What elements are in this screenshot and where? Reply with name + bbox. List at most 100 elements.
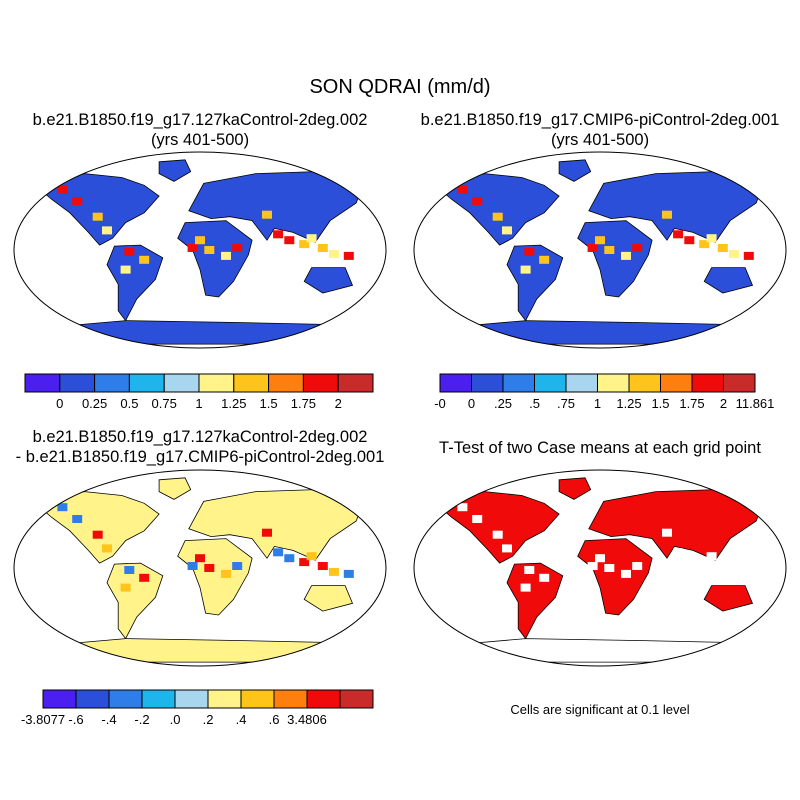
grid-cell-north-america	[72, 197, 83, 205]
colorbar-b: -0 0 .25 .5 .75 1 1.25 1.5 1.75 2 11.861	[434, 373, 774, 411]
landmass-south-america	[506, 562, 564, 640]
colorbar-swatch	[534, 373, 567, 393]
colorbar-tick-label: 0.5	[120, 396, 138, 411]
landmass-south-america	[106, 562, 164, 640]
landmass-south-america	[506, 244, 564, 322]
grid-cell-africa	[195, 236, 205, 245]
grid-cell-africa	[221, 251, 231, 260]
colorbar-swatch	[723, 373, 756, 393]
colorbar-tick-label: 1.5	[260, 396, 278, 411]
colorbar-swatch	[42, 689, 77, 709]
colorbar-tick-label: -3.8077	[21, 712, 65, 727]
map-panel-b	[413, 151, 787, 349]
grid-cell-eurasia	[673, 548, 684, 557]
grid-cell-africa	[232, 244, 243, 252]
grid-cell-eurasia	[306, 234, 317, 243]
grid-cell-south-america	[124, 248, 135, 256]
grid-cell-eurasia	[284, 554, 295, 563]
colorbar-swatch	[163, 373, 200, 393]
colorbar-swatch	[439, 373, 472, 393]
grid-cell-eurasia	[328, 249, 339, 258]
map-panel-c	[13, 469, 387, 667]
landmass-north-america	[39, 491, 160, 564]
landmass-north-america	[439, 491, 560, 564]
colorbar-swatch	[302, 373, 339, 393]
grid-cell-africa	[187, 244, 198, 252]
grid-cell-africa	[232, 562, 243, 570]
grid-cell-north-america	[457, 503, 468, 512]
grid-cell-africa	[595, 236, 605, 245]
grid-cell-africa	[195, 554, 205, 563]
grid-cell-south-america	[520, 583, 531, 592]
grid-cell-africa	[595, 554, 605, 563]
panel-a-title: b.e21.B1850.f19_g17.127kaControl-2deg.00…	[0, 110, 400, 150]
colorbar-tick-label: 1	[195, 396, 202, 411]
panel-b-title: b.e21.B1850.f19_g17.CMIP6-piControl-2deg…	[400, 110, 800, 150]
map-panel-d	[413, 469, 787, 667]
grid-cell-eurasia	[343, 251, 354, 260]
colorbar-tick-label: -.6	[68, 712, 83, 727]
colorbar-swatch	[691, 373, 724, 393]
grid-cell-eurasia	[684, 554, 695, 563]
grid-cell-north-america	[472, 515, 483, 523]
landmass-greenland	[558, 159, 592, 182]
grid-cell-eurasia	[684, 236, 695, 245]
grid-cell-north-america	[472, 197, 483, 205]
grid-cell-eurasia	[706, 552, 717, 561]
grid-cell-africa	[621, 569, 631, 578]
grid-cell-south-america	[139, 573, 150, 582]
grid-cell-north-america	[502, 544, 512, 553]
grid-cell-eurasia	[299, 558, 310, 567]
panel-c-title: b.e21.B1850.f19_g17.127kaControl-2deg.00…	[0, 427, 400, 467]
panel-c-title-line1: b.e21.B1850.f19_g17.127kaControl-2deg.00…	[32, 428, 368, 446]
grid-cell-eurasia	[699, 558, 710, 567]
colorbar-swatch	[233, 373, 270, 393]
colorbar-swatch	[141, 689, 176, 709]
colorbar-swatch	[273, 689, 308, 709]
grid-cell-south-america	[524, 566, 535, 574]
panel-b-title-line1: b.e21.B1850.f19_g17.CMIP6-piControl-2deg…	[420, 111, 780, 129]
grid-cell-africa	[621, 251, 631, 260]
colorbar-tick-label: 2	[720, 396, 727, 411]
landmass-north-america	[439, 173, 560, 246]
colorbar-tick-label: 3.4806	[287, 712, 327, 727]
colorbar-swatch	[207, 689, 242, 709]
landmass-australia	[703, 585, 754, 612]
grid-cell-eurasia	[699, 240, 710, 249]
grid-cell-eurasia	[662, 210, 672, 219]
grid-cell-south-america	[539, 573, 550, 582]
grid-cell-north-america	[102, 226, 112, 235]
panel-a-title-line2: (yrs 401-500)	[150, 131, 250, 149]
colorbar-tick-label: .75	[557, 396, 575, 411]
landmass-greenland	[558, 477, 592, 500]
grid-cell-eurasia	[706, 234, 717, 243]
colorbar-tick-label: .0	[170, 712, 181, 727]
grid-cell-africa	[587, 562, 598, 570]
map-border-b	[413, 151, 787, 349]
colorbar-tick-label: .25	[494, 396, 512, 411]
grid-cell-south-america	[124, 566, 135, 574]
significance-note: Cells are significant at 0.1 level	[510, 702, 690, 717]
landmass-australia	[303, 267, 354, 294]
grid-cell-north-america	[102, 544, 112, 553]
colorbar-tick-label: -0	[434, 396, 446, 411]
grid-cell-north-america	[57, 503, 68, 512]
grid-cell-eurasia	[306, 552, 317, 561]
grid-cell-eurasia	[717, 244, 728, 252]
colorbar-tick-label: 0.25	[82, 396, 107, 411]
grid-cell-north-america	[492, 530, 503, 539]
landmass-greenland	[158, 477, 192, 500]
grid-cell-eurasia	[343, 569, 354, 578]
landmass-north-america	[39, 173, 160, 246]
colorbar-tick-label: 1.5	[651, 396, 669, 411]
colorbar-tick-label: 1.75	[679, 396, 704, 411]
grid-cell-eurasia	[662, 528, 672, 537]
colorbar-swatch	[75, 689, 110, 709]
grid-cell-africa	[604, 246, 615, 254]
colorbar-swatch	[24, 373, 61, 393]
colorbar-tick-label: 0	[468, 396, 475, 411]
colorbar-swatch	[628, 373, 661, 393]
grid-cell-eurasia	[273, 230, 284, 239]
grid-cell-eurasia	[673, 230, 684, 239]
